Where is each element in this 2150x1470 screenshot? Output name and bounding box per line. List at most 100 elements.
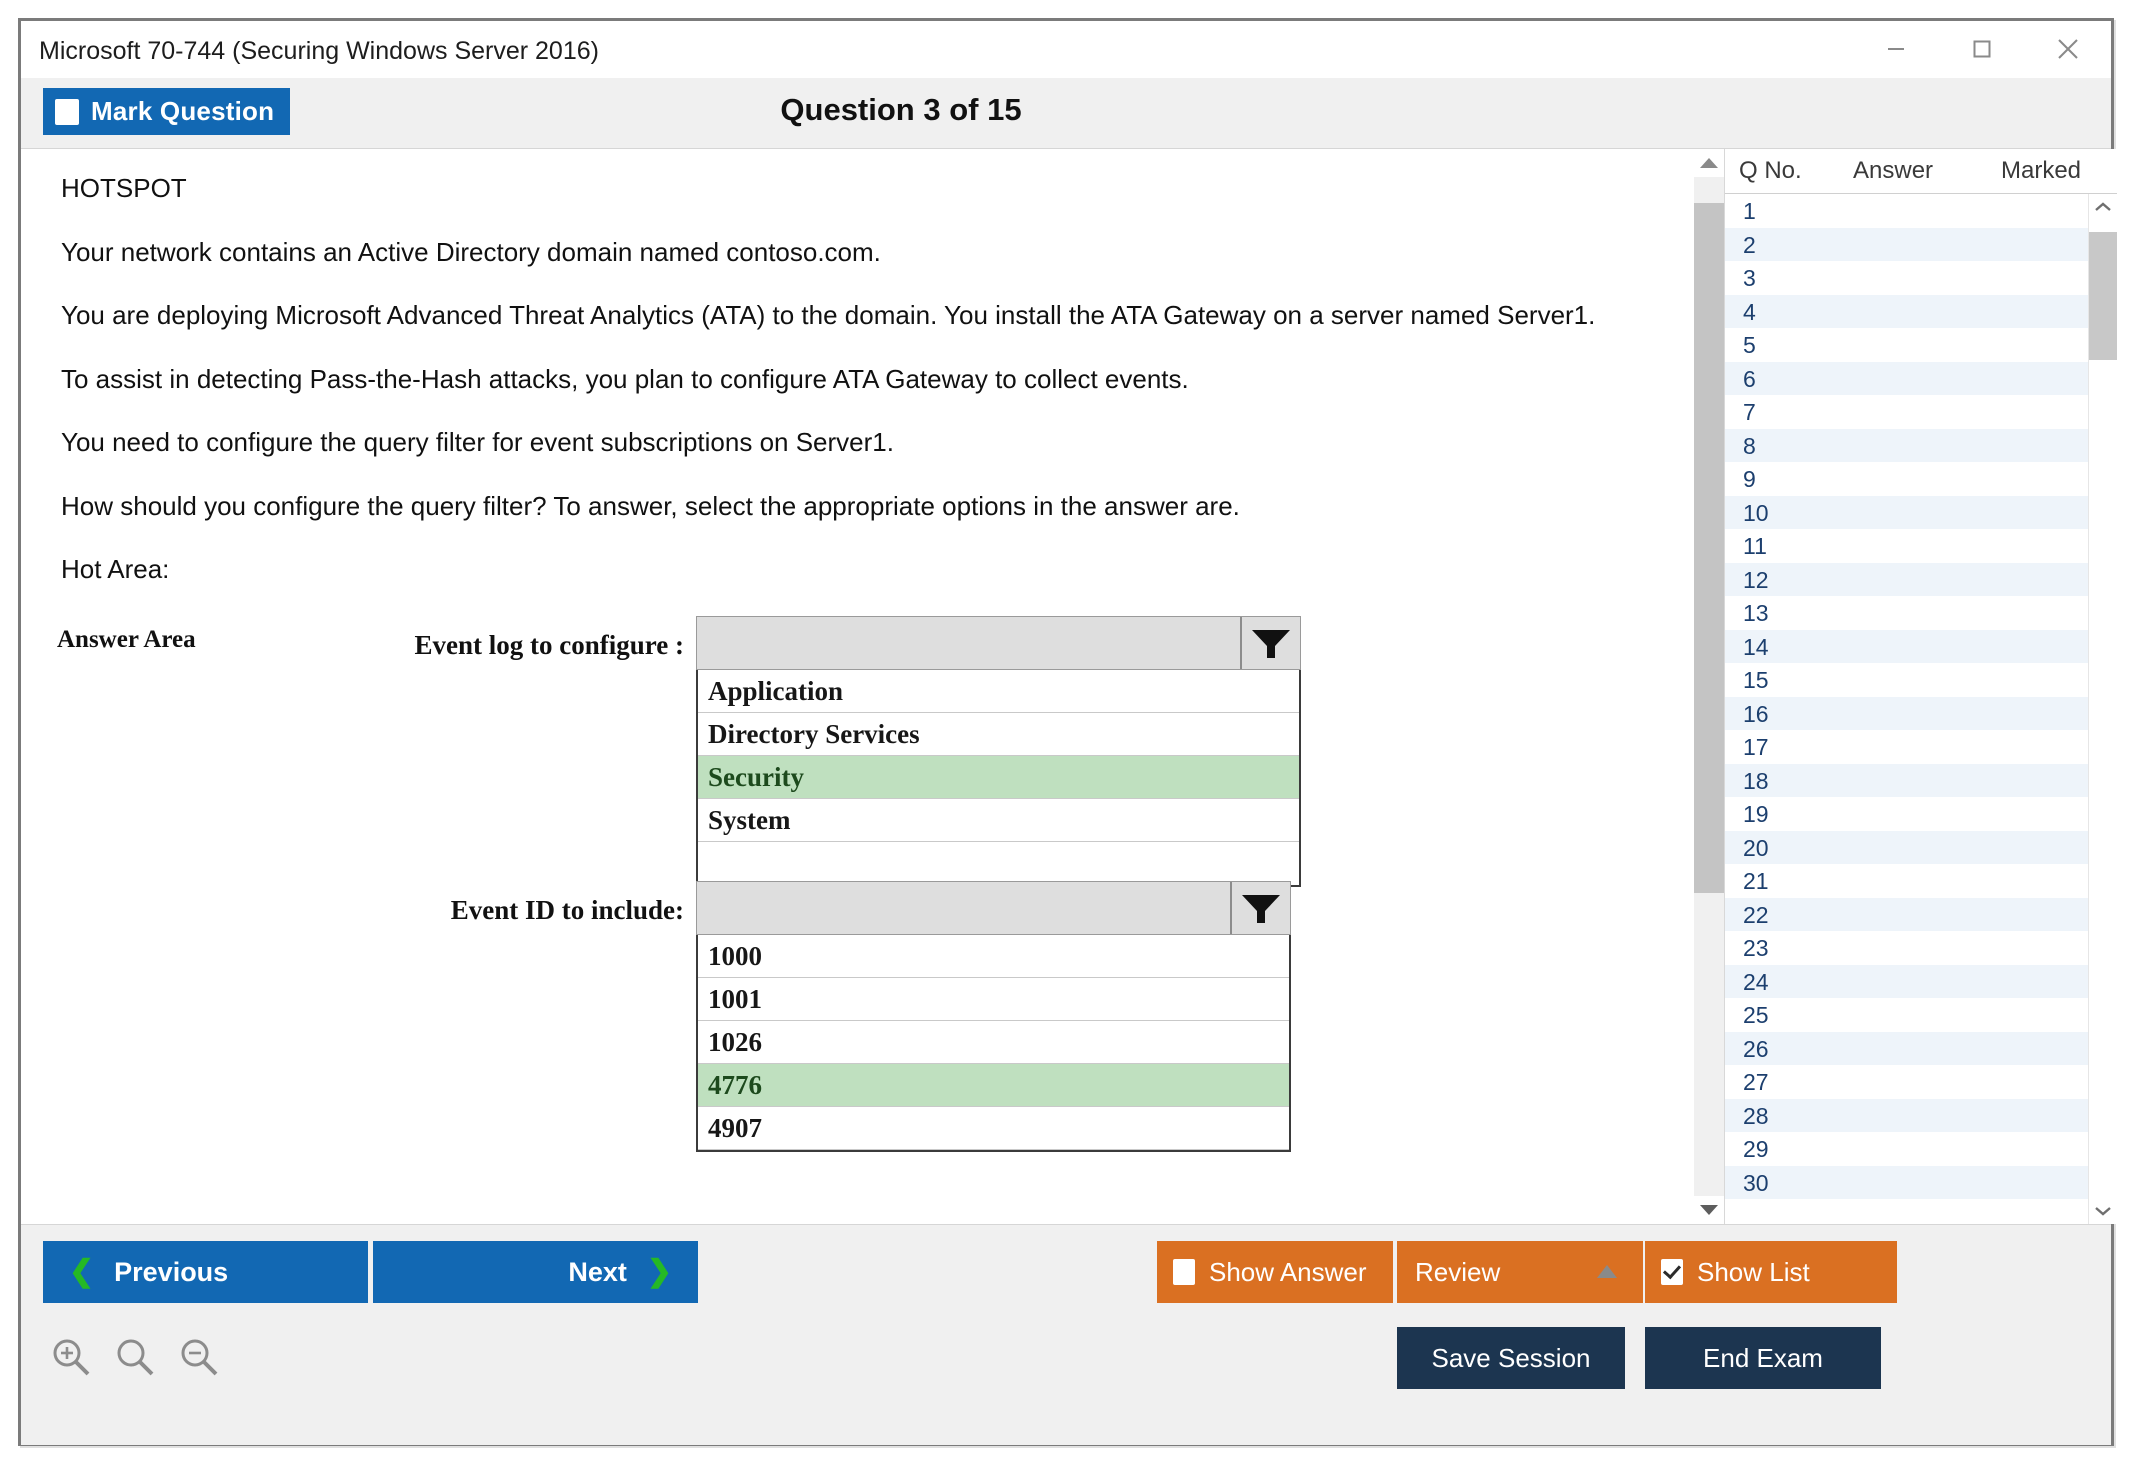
list-scroll-track[interactable] <box>2089 220 2117 1198</box>
table-row[interactable]: 3 <box>1725 261 2089 295</box>
zoom-reset-icon[interactable] <box>113 1335 157 1379</box>
column-header-qno: Q No. <box>1739 157 1802 184</box>
question-paragraph: You need to configure the query filter f… <box>61 427 894 458</box>
show-answer-button[interactable]: Show Answer <box>1157 1241 1393 1303</box>
table-row[interactable]: 25 <box>1725 998 2089 1032</box>
mark-question-checkbox-icon[interactable] <box>55 98 79 125</box>
table-row[interactable]: 19 <box>1725 797 2089 831</box>
previous-button[interactable]: ❮ Previous <box>43 1241 368 1303</box>
table-row[interactable]: 7 <box>1725 395 2089 429</box>
question-number: 13 <box>1743 600 1769 626</box>
close-button[interactable] <box>2025 21 2111 77</box>
table-row[interactable]: 16 <box>1725 696 2089 730</box>
caret-up-icon <box>1597 1265 1617 1278</box>
list-scroll-down-button[interactable] <box>2089 1198 2117 1224</box>
table-row[interactable]: 13 <box>1725 596 2089 630</box>
dropdown-option[interactable]: Directory Services <box>698 713 1299 757</box>
table-row[interactable]: 5 <box>1725 328 2089 362</box>
table-row[interactable]: 28 <box>1725 1098 2089 1132</box>
review-button[interactable]: Review <box>1397 1241 1643 1303</box>
table-row[interactable]: 14 <box>1725 629 2089 663</box>
table-row[interactable]: 20 <box>1725 830 2089 864</box>
table-row[interactable]: 30 <box>1725 1165 2089 1199</box>
table-row[interactable]: 27 <box>1725 1065 2089 1099</box>
zoom-controls <box>49 1335 221 1379</box>
question-number: 17 <box>1743 734 1769 760</box>
zoom-out-icon[interactable] <box>177 1335 221 1379</box>
dropdown-event-id: Event ID to include: 1000 1001 <box>451 881 1291 1153</box>
save-session-button[interactable]: Save Session <box>1397 1327 1625 1389</box>
table-row[interactable]: 24 <box>1725 964 2089 998</box>
question-number: 18 <box>1743 767 1769 794</box>
question-list-scrollbar[interactable] <box>2088 194 2117 1224</box>
dropdown-option[interactable]: 1001 <box>698 978 1289 1022</box>
scroll-down-button[interactable] <box>1694 1196 1724 1224</box>
table-row[interactable]: 1 <box>1725 194 2089 228</box>
dropdown-option[interactable]: 1026 <box>698 1021 1289 1065</box>
answer-area: Answer Area Event log to configure : <box>21 616 1693 1176</box>
table-row[interactable]: 23 <box>1725 931 2089 965</box>
table-row[interactable]: 10 <box>1725 495 2089 529</box>
dropdown-option[interactable]: 1000 <box>698 935 1289 979</box>
dropdown-event-id-field[interactable] <box>696 881 1291 936</box>
question-type-label: HOTSPOT <box>61 173 187 203</box>
table-row[interactable]: 15 <box>1725 663 2089 697</box>
show-answer-checkbox-icon[interactable] <box>1173 1259 1195 1285</box>
window-controls <box>1853 21 2111 77</box>
dropdown-option-selected[interactable]: Security <box>698 756 1299 800</box>
dropdown-event-log-field[interactable] <box>696 616 1301 671</box>
table-row[interactable]: 17 <box>1725 730 2089 764</box>
question-number: 7 <box>1743 399 1756 425</box>
question-paragraph: How should you configure the query filte… <box>61 490 1240 521</box>
end-exam-button[interactable]: End Exam <box>1645 1327 1881 1389</box>
table-row[interactable]: 22 <box>1725 897 2089 931</box>
list-scroll-up-button[interactable] <box>2089 194 2117 220</box>
table-row[interactable]: 18 <box>1725 763 2089 797</box>
question-number: 3 <box>1743 265 1756 291</box>
show-list-button[interactable]: Show List <box>1645 1241 1897 1303</box>
content-scrollbar[interactable] <box>1693 149 1724 1224</box>
show-list-label: Show List <box>1697 1256 1810 1287</box>
table-row[interactable]: 11 <box>1725 529 2089 563</box>
dropdown-event-id-toggle[interactable] <box>1230 882 1290 935</box>
question-list-body: 1 2 3 4 5 6 7 8 9 10 11 12 13 14 15 16 17 18 19 20 21 22 23 24 2… <box>1725 194 2117 1224</box>
table-row[interactable]: 6 <box>1725 361 2089 395</box>
footer-toolbar: ❮ Previous Next ❯ <box>21 1224 2111 1445</box>
table-row[interactable]: 12 <box>1725 562 2089 596</box>
dropdown-event-id-label: Event ID to include: <box>450 895 684 926</box>
dropdown-option[interactable]: System <box>698 799 1299 843</box>
show-list-checkbox-icon[interactable] <box>1661 1259 1683 1285</box>
scroll-thumb[interactable] <box>1694 203 1724 893</box>
table-row[interactable]: 4 <box>1725 294 2089 328</box>
table-row[interactable]: 21 <box>1725 864 2089 898</box>
zoom-in-icon[interactable] <box>49 1335 93 1379</box>
question-number: 2 <box>1743 231 1756 258</box>
chevron-left-icon: ❮ <box>69 1255 95 1288</box>
question-paragraph: Hot Area: <box>61 554 170 585</box>
question-content-pane: HOTSPOT Your network contains an Active … <box>21 149 1693 1224</box>
dropdown-event-log-toggle[interactable] <box>1240 617 1300 670</box>
dropdown-option[interactable]: Application <box>698 670 1299 714</box>
question-counter: Question 3 of 15 <box>780 92 1022 127</box>
question-number: 26 <box>1743 1035 1769 1062</box>
table-row[interactable]: 29 <box>1725 1132 2089 1166</box>
table-row[interactable]: 26 <box>1725 1031 2089 1065</box>
scroll-up-button[interactable] <box>1694 149 1724 177</box>
chevron-up-icon <box>1700 158 1718 168</box>
dropdown-event-log: Event log to configure : Application Dir <box>415 616 1301 888</box>
question-number: 5 <box>1743 332 1756 358</box>
next-button[interactable]: Next ❯ <box>373 1241 698 1303</box>
question-number: 1 <box>1743 198 1756 224</box>
table-row[interactable]: 2 <box>1725 227 2089 261</box>
table-row[interactable]: 9 <box>1725 462 2089 496</box>
mark-question-button[interactable]: Mark Question <box>43 88 291 135</box>
dropdown-event-log-options: Application Directory Services Security … <box>696 670 1301 888</box>
minimize-button[interactable] <box>1853 21 1939 77</box>
table-row[interactable]: 8 <box>1725 428 2089 462</box>
dropdown-option-selected[interactable]: 4776 <box>698 1064 1289 1108</box>
maximize-button[interactable] <box>1939 21 2025 77</box>
dropdown-option[interactable]: 4907 <box>698 1107 1289 1151</box>
scroll-track[interactable] <box>1694 177 1724 1196</box>
dropdown-event-log-label: Event log to configure : <box>414 630 684 661</box>
list-scroll-thumb[interactable] <box>2089 232 2117 360</box>
